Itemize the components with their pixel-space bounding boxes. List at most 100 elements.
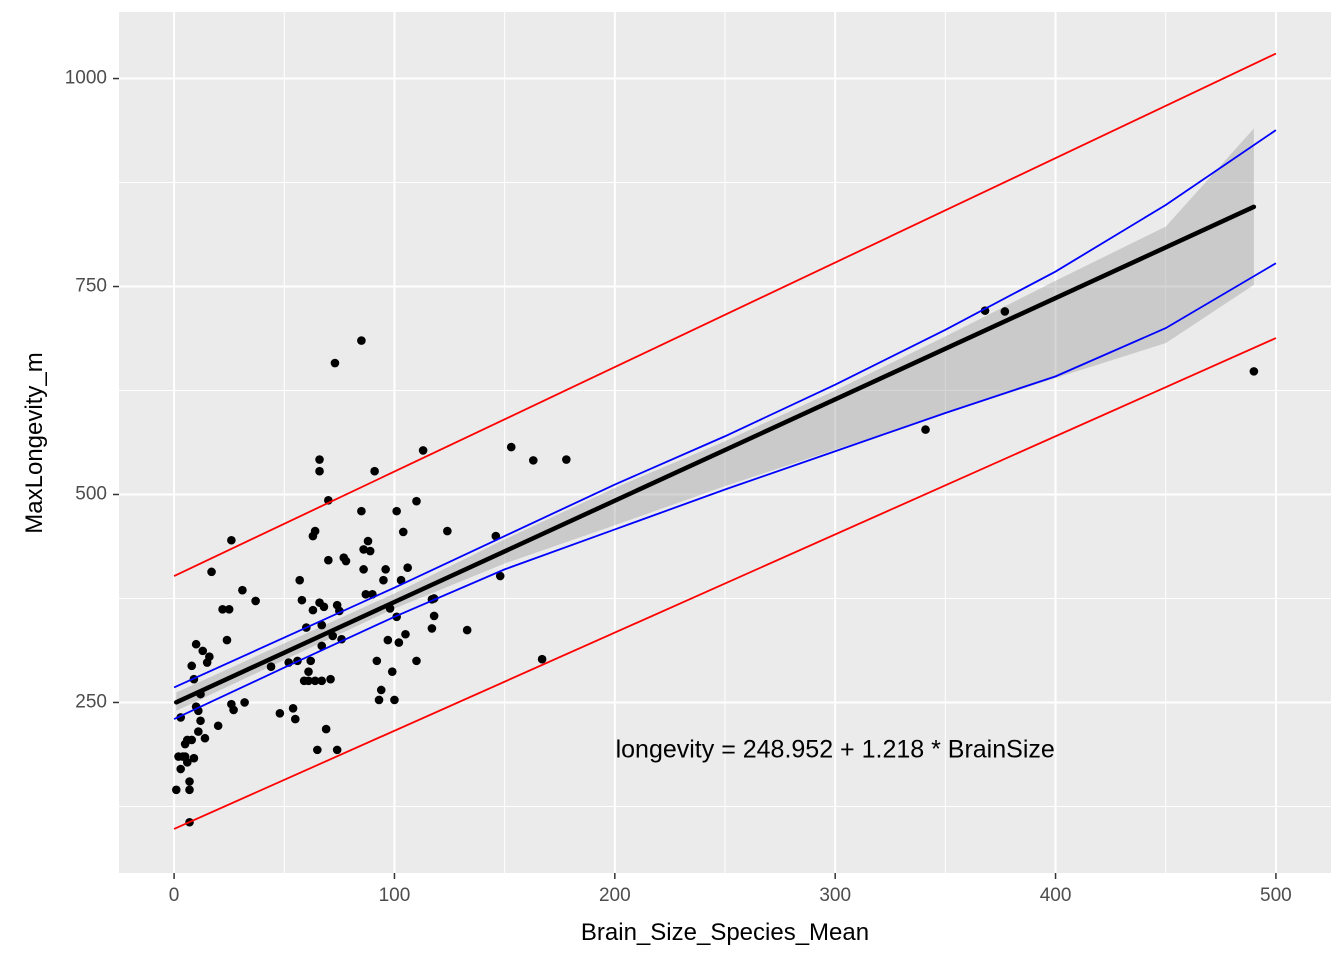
data-point — [213, 721, 223, 731]
data-point — [921, 425, 930, 434]
data-point — [357, 506, 366, 516]
data-point — [308, 605, 318, 615]
data-point — [390, 695, 399, 705]
data-point — [370, 466, 379, 476]
data-point — [310, 676, 320, 686]
data-point — [227, 535, 236, 545]
minor-gridlines — [119, 12, 1331, 873]
data-point — [222, 635, 232, 645]
data-point — [372, 656, 382, 666]
data-point — [341, 556, 351, 566]
data-point — [176, 764, 186, 774]
major-gridlines — [119, 12, 1331, 873]
data-point — [290, 714, 300, 724]
regression-equation: longevity = 248.952 + 1.218 * BrainSize — [616, 735, 1055, 763]
data-point — [275, 708, 285, 718]
x-tick-label: 0 — [169, 885, 180, 906]
prediction-lower-line — [173, 337, 1277, 830]
x-tick-label: 100 — [379, 885, 411, 906]
data-point — [187, 661, 197, 671]
data-point — [315, 455, 324, 464]
data-point — [418, 446, 428, 455]
confidence-upper-line — [173, 129, 1277, 689]
regression-line — [174, 204, 1257, 705]
data-point — [317, 641, 327, 651]
data-point — [443, 526, 452, 536]
data-point — [528, 456, 538, 465]
data-point — [396, 575, 406, 585]
y-axis-ticks: 250 500 750 1000 — [65, 68, 119, 712]
data-point — [537, 654, 547, 664]
data-point — [191, 639, 201, 649]
y-tick-label: 500 — [75, 484, 107, 505]
y-axis-title: MaxLongevity_m — [21, 352, 48, 533]
data-point — [387, 667, 397, 676]
data-point — [238, 585, 247, 595]
data-point — [361, 590, 371, 599]
data-point — [363, 536, 373, 546]
data-point — [183, 758, 192, 767]
data-point — [326, 674, 335, 684]
data-point — [189, 753, 199, 763]
data-point — [383, 635, 393, 645]
data-point — [462, 625, 472, 635]
y-tick-label: 1000 — [65, 68, 107, 89]
data-point — [429, 611, 439, 621]
data-point — [229, 705, 238, 715]
data-point — [297, 595, 307, 605]
prediction-upper-line — [173, 52, 1277, 577]
data-point — [427, 624, 437, 633]
data-point — [403, 563, 412, 572]
data-point — [240, 698, 249, 707]
data-point — [304, 676, 313, 686]
data-point — [392, 506, 401, 516]
data-point — [198, 646, 208, 656]
data-point — [359, 565, 368, 574]
data-point — [376, 685, 386, 695]
x-tick-label: 300 — [819, 885, 851, 906]
x-tick-label: 500 — [1260, 885, 1292, 906]
data-point — [187, 735, 197, 745]
data-point — [200, 733, 210, 743]
data-point — [266, 662, 276, 671]
data-points — [171, 306, 1259, 827]
data-point — [319, 602, 329, 612]
x-axis-title: Brain_Size_Species_Mean — [581, 919, 869, 946]
data-point — [412, 656, 421, 666]
data-point — [317, 620, 327, 630]
data-point — [1000, 307, 1010, 316]
data-point — [330, 358, 340, 368]
data-point — [394, 638, 404, 647]
data-point — [224, 604, 234, 614]
data-point — [288, 703, 298, 713]
data-point — [185, 785, 194, 795]
data-point — [194, 727, 203, 736]
data-point — [196, 716, 205, 726]
data-point — [374, 695, 384, 705]
data-point — [506, 442, 516, 452]
data-point — [313, 745, 322, 755]
data-point — [317, 676, 327, 686]
data-point — [218, 604, 227, 614]
data-point — [306, 656, 316, 666]
y-tick-label: 250 — [75, 691, 107, 712]
data-point — [359, 545, 368, 554]
data-point — [207, 567, 216, 577]
data-point — [1249, 367, 1259, 376]
data-point — [324, 555, 333, 565]
data-point — [251, 596, 260, 606]
data-point — [315, 466, 324, 476]
x-tick-label: 400 — [1040, 885, 1072, 906]
data-point — [310, 526, 320, 536]
data-point — [304, 667, 313, 676]
data-point — [357, 336, 366, 345]
data-point — [295, 575, 304, 585]
x-tick-label: 200 — [599, 885, 631, 906]
y-tick-label: 750 — [75, 276, 107, 297]
data-point — [398, 527, 408, 537]
data-point — [401, 629, 410, 639]
x-axis-ticks: 0 100 200 300 400 500 — [169, 873, 1292, 906]
data-point — [332, 745, 342, 755]
data-point — [412, 496, 421, 506]
